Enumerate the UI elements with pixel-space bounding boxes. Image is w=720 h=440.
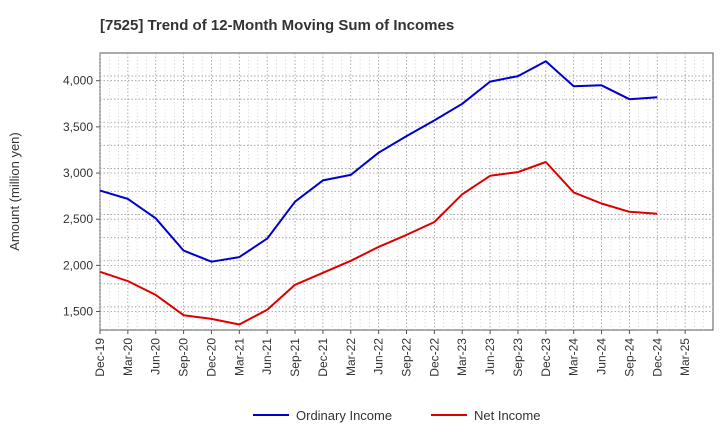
x-tick-label: Mar-21 [232, 338, 246, 376]
chart-title: [7525] Trend of 12-Month Moving Sum of I… [100, 17, 454, 34]
x-tick-label: Mar-22 [344, 338, 358, 376]
y-tick-label: 2,500 [63, 212, 93, 226]
series-line-net-income [99, 161, 658, 326]
x-tick-label: Mar-20 [121, 338, 135, 376]
x-tick-label: Sep-24 [622, 338, 636, 377]
x-tick-label: Sep-23 [511, 338, 525, 377]
x-tick-label: Jun-22 [372, 338, 386, 375]
legend-label: Net Income [474, 408, 540, 423]
x-tick-label: Mar-23 [455, 338, 469, 376]
grid [99, 53, 713, 330]
x-tick-label: Dec-21 [316, 338, 330, 377]
x-tick-label: Jun-20 [149, 338, 163, 375]
legend-label: Ordinary Income [296, 408, 392, 423]
x-tick-label: Sep-20 [177, 338, 191, 377]
x-tick-label: Mar-24 [567, 338, 581, 376]
x-tick-label: Dec-20 [204, 338, 218, 377]
x-tick-label: Jun-24 [595, 338, 609, 375]
x-tick-label: Dec-24 [650, 338, 664, 377]
series-lines [99, 60, 658, 326]
y-tick-label: 2,000 [63, 258, 93, 272]
x-axis-ticks: Dec-19 Mar-20 Jun-20 Sep-20 Dec-20 Mar-21 Jun-… [93, 330, 692, 377]
y-tick-label: 3,500 [63, 120, 93, 134]
y-axis-ticks: 1,500 2,000 2,500 3,000 3,500 4,000 [63, 74, 100, 319]
y-tick-label: 3,000 [63, 166, 93, 180]
x-tick-label: Sep-22 [400, 338, 414, 377]
x-tick-label: Dec-19 [93, 338, 107, 377]
series-line-ordinary-income [99, 60, 658, 263]
legend: Ordinary Income Net Income [253, 408, 540, 423]
x-tick-label: Dec-23 [539, 338, 553, 377]
x-tick-label: Jun-23 [483, 338, 497, 375]
x-tick-label: Sep-21 [288, 338, 302, 377]
y-tick-label: 1,500 [63, 305, 93, 319]
x-tick-label: Mar-25 [678, 338, 692, 376]
x-tick-label: Dec-22 [427, 338, 441, 377]
y-axis-label: Amount (million yen) [7, 132, 22, 251]
y-tick-label: 4,000 [63, 74, 93, 88]
x-tick-label: Jun-21 [260, 338, 274, 375]
